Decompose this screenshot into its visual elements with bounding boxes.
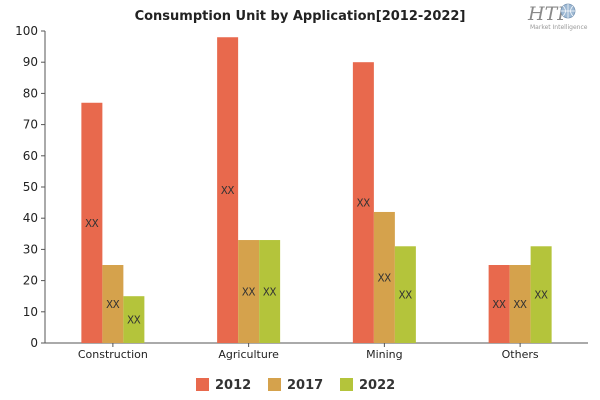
bar-2022-agriculture [259,240,281,343]
data-label: XX [493,298,507,311]
bar-2022-others [530,246,552,343]
x-tick-label: Agriculture [218,348,279,361]
y-tick-label: 50 [23,180,38,194]
y-tick-label: 90 [23,55,38,69]
y-tick-label: 70 [23,118,38,132]
data-label: XX [357,197,371,210]
bar-2022-construction [123,296,145,343]
legend-label-2022: 2022 [359,378,395,393]
data-label: XX [378,271,392,284]
y-tick-label: 10 [23,305,38,319]
bar-2012-construction [81,102,103,343]
bar-2017-mining [373,211,395,343]
data-label: XX [85,217,99,230]
x-tick-label: Others [502,348,539,361]
bar-2017-construction [102,265,124,343]
data-label: XX [263,286,277,299]
bar-2012-mining [352,62,374,343]
x-axis: Construction Agriculture Mining Others [45,342,588,361]
data-label: XX [535,289,549,302]
x-tick-label: Construction [78,348,148,361]
data-label: XX [242,286,256,299]
logo-text: HTF [527,3,571,25]
logo-subtext: Market Intelligence [530,24,588,31]
bar-2017-others [509,265,531,343]
bars [81,37,552,344]
bar-2017-agriculture [238,240,260,343]
y-tick-label: 80 [23,86,38,100]
y-tick-label: 20 [23,274,38,288]
legend-label-2017: 2017 [287,378,323,393]
legend-label-2012: 2012 [215,378,251,393]
legend-swatch-2022 [340,378,353,391]
data-label: XX [221,184,235,197]
legend: 2012 2017 2022 [196,378,395,393]
bar-2012-others [488,265,510,343]
y-tick-label: 100 [15,24,38,38]
y-tick-label: 60 [23,149,38,163]
legend-swatch-2017 [268,378,281,391]
chart-title: Consumption Unit by Application[2012-202… [135,9,466,24]
y-tick-label: 40 [23,211,38,225]
data-label: XX [399,289,413,302]
globe-icon [560,3,576,19]
htf-logo: HTF Market Intelligence [527,3,588,31]
bar-2012-agriculture [217,37,239,344]
data-label: XX [106,298,120,311]
data-label: XX [127,314,141,327]
legend-swatch-2012 [196,378,209,391]
data-labels: XX XX XX XX XX XX XX XX XX XX XX XX [85,184,548,326]
y-tick-label: 0 [30,336,38,350]
y-axis: 0 10 20 30 40 50 60 70 80 90 100 [15,24,46,350]
bar-2022-mining [394,246,416,343]
y-tick-label: 30 [23,242,38,256]
x-tick-label: Mining [366,348,403,361]
data-label: XX [514,298,528,311]
